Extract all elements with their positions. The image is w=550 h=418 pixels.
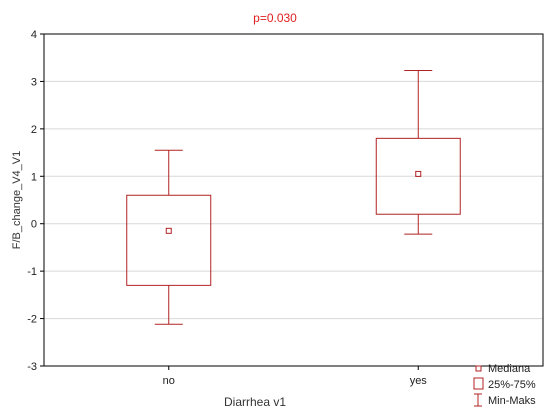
- legend-range-marker: [474, 393, 482, 407]
- median-marker: [415, 170, 422, 177]
- iqr-box: [126, 194, 212, 286]
- y-tick-label: 4: [31, 29, 37, 41]
- legend-range-label: Min-Maks: [488, 395, 536, 407]
- y-axis-label: F/B_change_V4_V1: [11, 151, 23, 249]
- chart-title: p=0.030: [253, 11, 297, 25]
- box-yes: [375, 70, 461, 235]
- box-no: [126, 149, 212, 325]
- y-tick-label: 2: [31, 124, 37, 136]
- x-tick-label: yes: [410, 375, 428, 387]
- median-marker: [165, 227, 172, 234]
- y-ticks: 4 3 2 1 0 -1 -2 -3: [27, 29, 44, 373]
- y-tick-label: 3: [31, 76, 37, 88]
- iqr-box: [375, 137, 461, 215]
- x-ticks: no yes: [163, 366, 428, 387]
- y-tick-label: -1: [27, 266, 37, 278]
- y-tick-label: -2: [27, 314, 37, 326]
- boxes: [126, 70, 461, 325]
- x-axis-label: Diarrhea v1: [224, 395, 286, 409]
- legend-iqr-label: 25%-75%: [488, 379, 536, 391]
- grid-lines: [44, 80, 543, 320]
- y-tick-label: 0: [31, 219, 37, 231]
- y-tick-label: 1: [31, 171, 37, 183]
- y-tick-label: -3: [27, 361, 37, 373]
- x-tick-label: no: [163, 375, 175, 387]
- legend-median-label: Mediana: [488, 363, 531, 375]
- plot-frame: [43, 33, 544, 367]
- legend: Mediana 25%-75% Min-Maks: [473, 363, 536, 407]
- legend-iqr-marker: [473, 377, 484, 390]
- legend-median-marker: [475, 365, 482, 372]
